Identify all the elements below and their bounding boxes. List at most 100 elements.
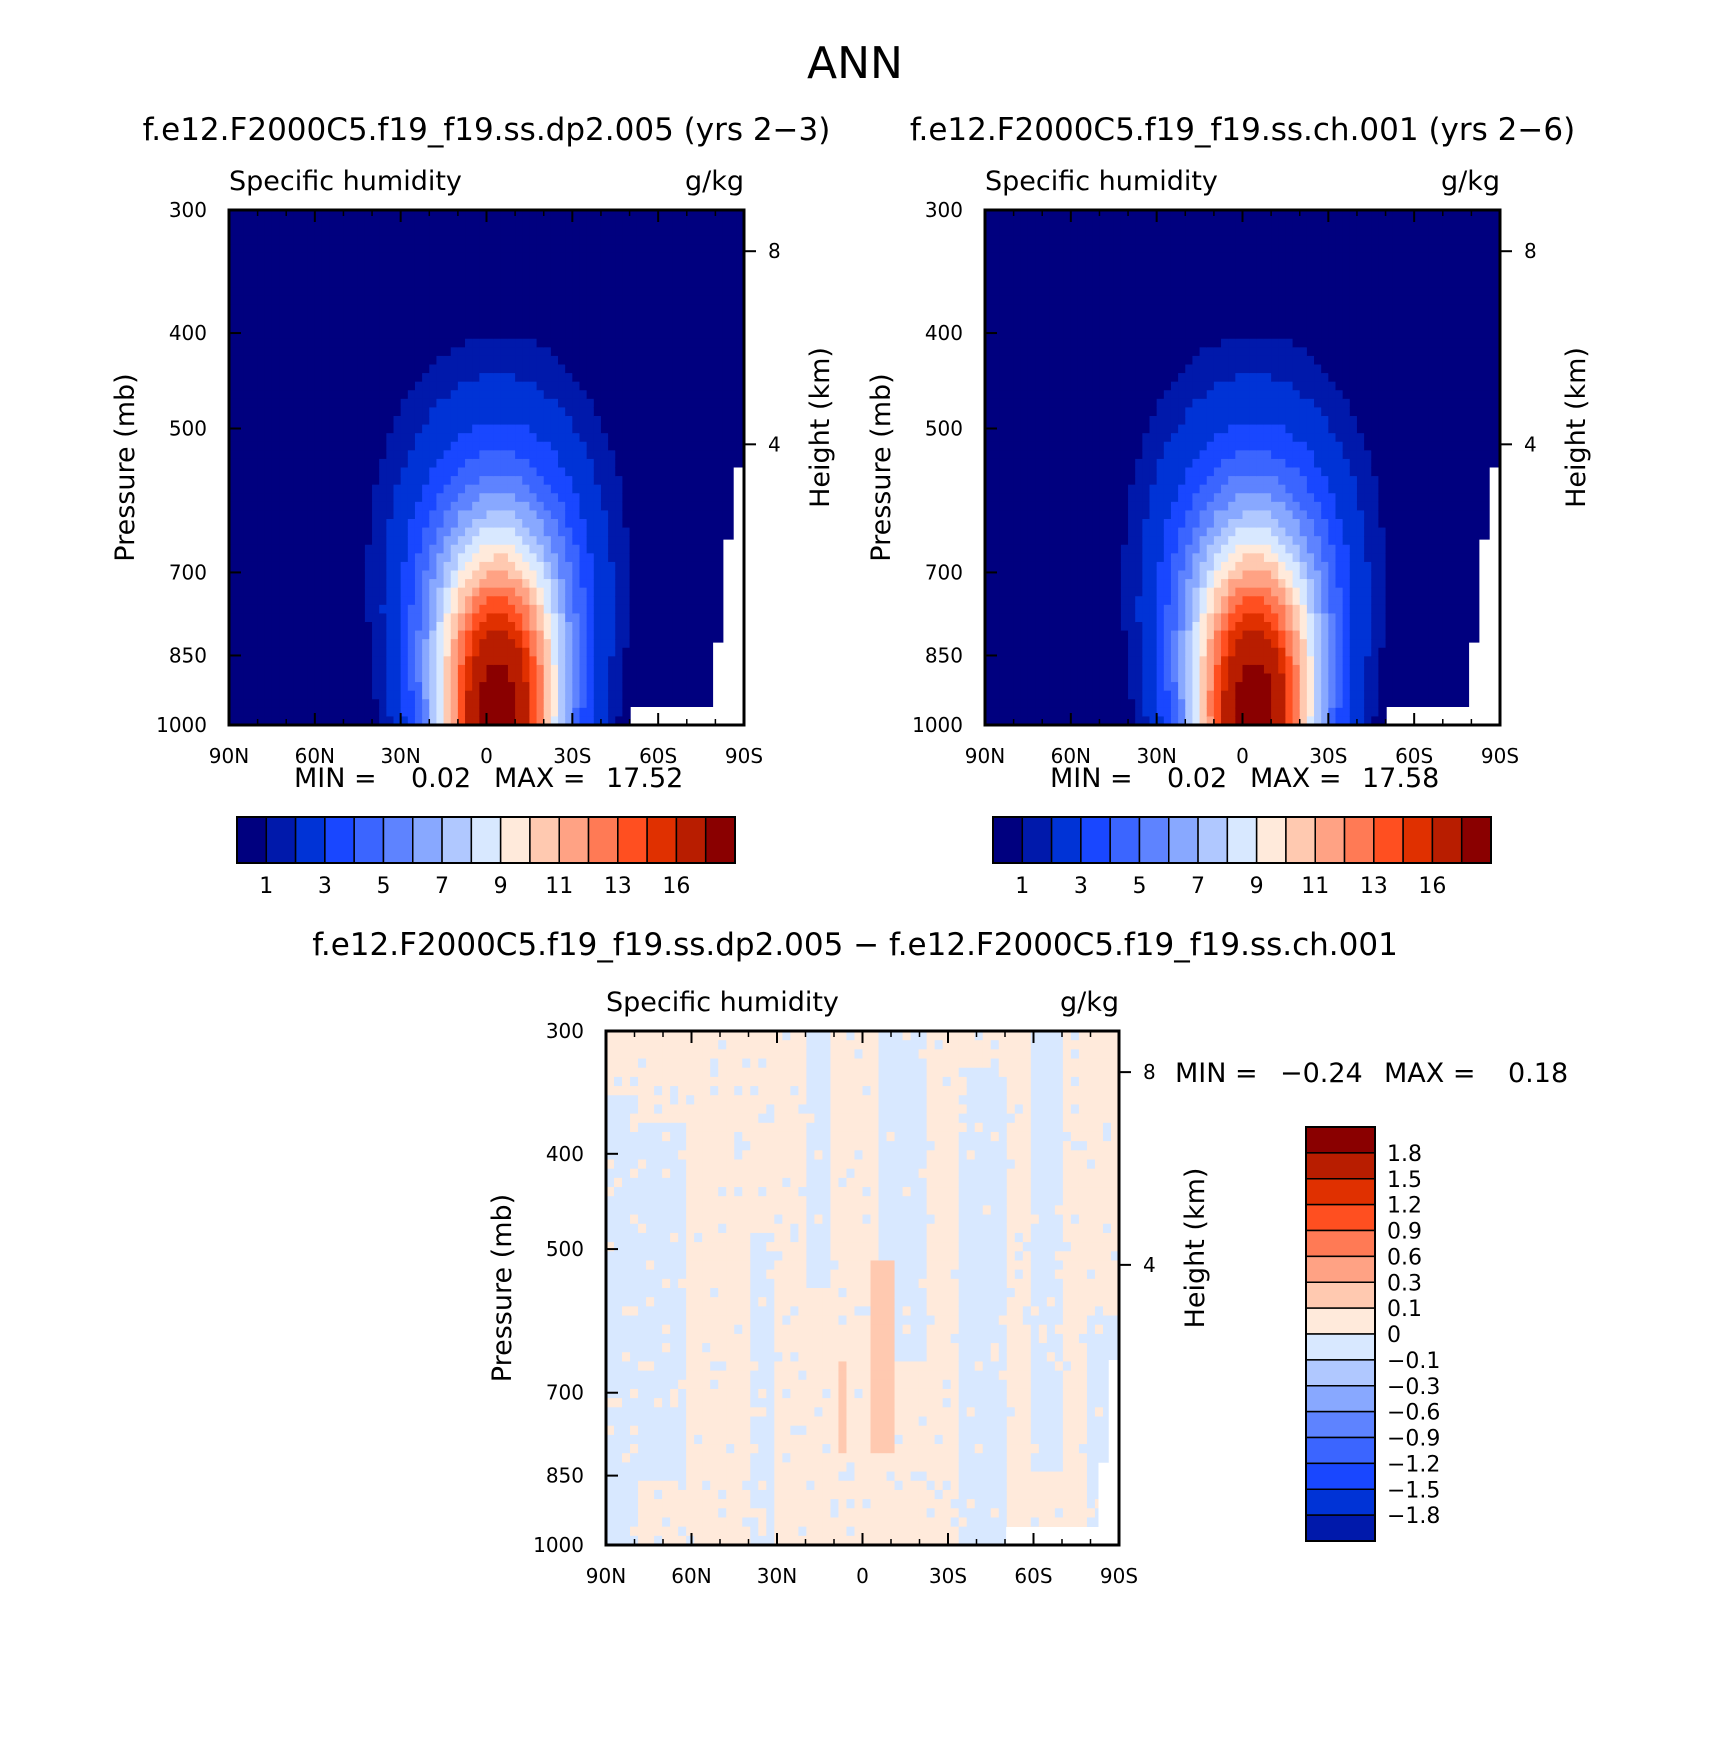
contour-cell (572, 218, 581, 228)
contour-cell (1013, 527, 1022, 537)
contour-cell (307, 716, 316, 726)
contour-cell (1013, 398, 1022, 409)
contour-cell (600, 244, 609, 254)
contour-cell (250, 330, 259, 340)
contour-cell (515, 295, 523, 306)
contour-cell (479, 622, 488, 632)
contour-cell (486, 467, 495, 477)
contour-cell (572, 252, 581, 263)
contour-cell (586, 536, 595, 546)
contour-cell (679, 270, 688, 280)
contour-cell (321, 227, 330, 237)
contour-cell (307, 476, 316, 486)
contour-cell (443, 278, 452, 288)
contour-cell (529, 330, 538, 340)
contour-cell (1035, 527, 1043, 537)
contour-cell (293, 398, 302, 409)
contour-cell (407, 716, 416, 726)
contour-cell (572, 647, 581, 657)
contour-cell (357, 450, 366, 460)
contour-cell (472, 579, 480, 589)
contour-cell (422, 424, 430, 434)
contour-cell (393, 613, 402, 623)
contour-cell (665, 630, 674, 640)
contour-cell (257, 355, 266, 366)
contour-cell (493, 244, 502, 254)
contour-cell (293, 424, 302, 434)
contour-cell (300, 476, 309, 486)
contour-cell (658, 364, 666, 374)
contour-cell (522, 622, 531, 632)
contour-cell (271, 218, 280, 228)
contour-cell (736, 244, 745, 254)
contour-cell (357, 244, 366, 254)
contour-cell (500, 544, 509, 554)
contour-cell (1035, 699, 1043, 709)
contour-cell (372, 373, 380, 383)
contour-cell (500, 716, 509, 726)
contour-cell (372, 450, 380, 460)
contour-cell (615, 313, 623, 323)
contour-cell (992, 252, 1000, 263)
contour-cell (429, 553, 438, 563)
contour-cell (586, 330, 595, 340)
contour-cell (250, 364, 259, 374)
contour-cell (321, 416, 330, 426)
contour-cell (586, 321, 595, 331)
contour-cell (507, 450, 516, 460)
contour-cell (264, 450, 273, 460)
contour-cell (629, 416, 638, 426)
contour-cell (443, 398, 452, 409)
contour-cell (407, 510, 416, 520)
contour-cell (329, 330, 337, 340)
contour-cell (600, 579, 609, 589)
contour-cell (465, 476, 473, 486)
contour-cell (243, 450, 252, 460)
contour-cell (243, 398, 252, 409)
contour-cell (722, 347, 731, 357)
contour-cell (543, 467, 552, 477)
contour-cell (372, 476, 380, 486)
contour-cell (1042, 355, 1050, 366)
contour-cell (1006, 493, 1015, 503)
contour-cell (615, 587, 623, 597)
contour-cell (665, 373, 674, 383)
contour-cell (414, 467, 423, 477)
contour-cell (264, 613, 273, 623)
contour-cell (515, 458, 523, 469)
contour-cell (379, 561, 387, 572)
contour-cell (429, 270, 438, 280)
contour-cell (708, 381, 716, 391)
contour-cell (372, 321, 380, 331)
contour-cell (586, 304, 595, 314)
contour-cell (515, 270, 523, 280)
contour-cell (307, 304, 316, 314)
contour-cell (679, 501, 688, 512)
contour-cell (565, 716, 573, 726)
contour-cell (679, 510, 688, 520)
contour-cell (536, 390, 545, 400)
contour-cell (985, 596, 993, 606)
contour-cell (522, 458, 531, 469)
contour-cell (307, 218, 316, 228)
contour-cell (271, 261, 280, 271)
contour-cell (643, 664, 652, 675)
contour-cell (529, 218, 538, 228)
contour-cell (293, 338, 302, 348)
contour-cell (422, 407, 430, 417)
contour-cell (379, 330, 387, 340)
contour-cell (1013, 321, 1022, 331)
contour-cell (486, 647, 495, 657)
contour-cell (579, 270, 588, 280)
contour-cell (1049, 235, 1058, 245)
contour-cell (264, 596, 273, 606)
contour-cell (329, 390, 337, 400)
contour-cell (486, 501, 495, 512)
contour-cell (658, 424, 666, 434)
contour-cell (715, 476, 724, 486)
contour-cell (665, 458, 674, 469)
contour-cell (701, 338, 709, 348)
contour-cell (1020, 330, 1029, 340)
contour-cell (450, 355, 459, 366)
contour-cell (985, 270, 993, 280)
